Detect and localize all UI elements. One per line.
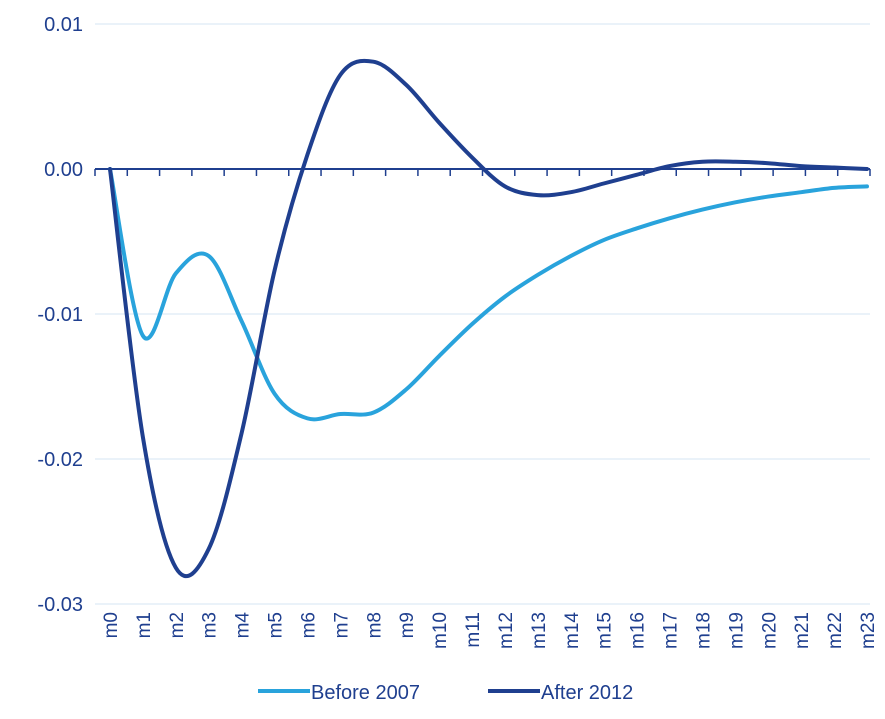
legend-label: After 2012 — [541, 682, 633, 704]
x-tick-label: m19 — [726, 612, 747, 649]
x-tick-label: m8 — [364, 612, 385, 638]
x-tick-label: m12 — [496, 612, 517, 649]
x-tick-label: m14 — [562, 612, 583, 649]
x-tick-label: m21 — [792, 612, 813, 649]
y-tick-label: -0.02 — [37, 449, 83, 471]
y-tick-label: 0.01 — [44, 14, 83, 36]
x-tick-label: m11 — [463, 612, 484, 648]
x-tick-label: m22 — [825, 612, 846, 649]
x-tick-label: m16 — [628, 612, 649, 649]
x-tick-label: m6 — [298, 612, 319, 638]
x-tick-label: m5 — [266, 612, 287, 638]
x-tick-label: m23 — [858, 612, 879, 649]
x-tick-label: m10 — [430, 612, 451, 649]
x-tick-label: m18 — [693, 612, 714, 649]
grid-lines — [95, 23, 870, 605]
x-tick-label: m13 — [529, 612, 550, 649]
x-tick-label: m17 — [661, 612, 682, 649]
y-tick-label: -0.01 — [37, 304, 83, 326]
series-lines — [108, 58, 869, 579]
x-tick-label: m4 — [233, 612, 254, 639]
y-tick-label: -0.03 — [37, 594, 83, 616]
x-tick-label: m1 — [134, 612, 155, 638]
y-tick-label: 0.00 — [44, 159, 83, 181]
x-tick-label: m9 — [397, 612, 418, 638]
x-tick-label: m3 — [200, 612, 221, 638]
x-tick-label: m15 — [595, 612, 616, 649]
x-tick-label: m7 — [331, 612, 352, 638]
y-axis: 0.01 0.00 -0.01 -0.02 -0.03 — [37, 14, 83, 616]
x-tick-label: m0 — [101, 612, 122, 638]
legend: Before 2007 After 2012 — [258, 682, 633, 704]
x-tick-label: m2 — [167, 612, 188, 638]
series-line-0 — [108, 167, 869, 422]
x-tick-label: m20 — [759, 612, 780, 649]
x-axis: m0 m1 m2 m3 m4 m5 m6 m7 m8 m9 m10 m11 m12 m13 m14 m15 m1… — [94, 168, 879, 649]
legend-label: Before 2007 — [311, 682, 420, 704]
series-line-1 — [108, 58, 869, 579]
